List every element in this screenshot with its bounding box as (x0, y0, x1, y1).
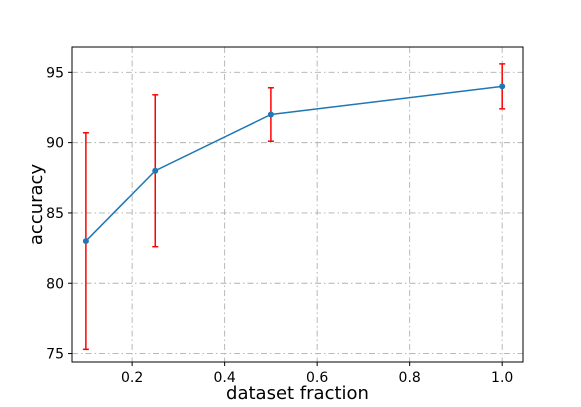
x-axis-label: dataset fraction (226, 383, 369, 404)
x-tick-label: 1.0 (491, 370, 513, 386)
y-axis-label: accuracy (26, 164, 47, 246)
data-point (152, 167, 159, 174)
plot-frame (71, 46, 524, 363)
x-axis-ticks: 0.2 0.4 0.6 0.8 1.0 (121, 362, 513, 386)
series-layer (82, 63, 506, 351)
y-tick-label: 85 (46, 206, 64, 222)
grid (72, 47, 523, 362)
y-tick-label: 95 (46, 65, 64, 81)
y-tick-label: 90 (46, 136, 64, 152)
series-line (85, 85, 503, 242)
x-tick-label: 0.2 (121, 370, 143, 386)
x-tick-label: 0.6 (306, 370, 328, 386)
y-tick-label: 80 (46, 276, 64, 292)
data-point (267, 111, 274, 118)
x-tick-label: 0.4 (214, 370, 236, 386)
data-point (82, 238, 89, 245)
y-axis-ticks: 75 80 85 90 95 (46, 65, 72, 363)
x-tick-label: 0.8 (399, 370, 421, 386)
data-point (499, 83, 506, 90)
y-tick-label: 75 (46, 347, 64, 363)
